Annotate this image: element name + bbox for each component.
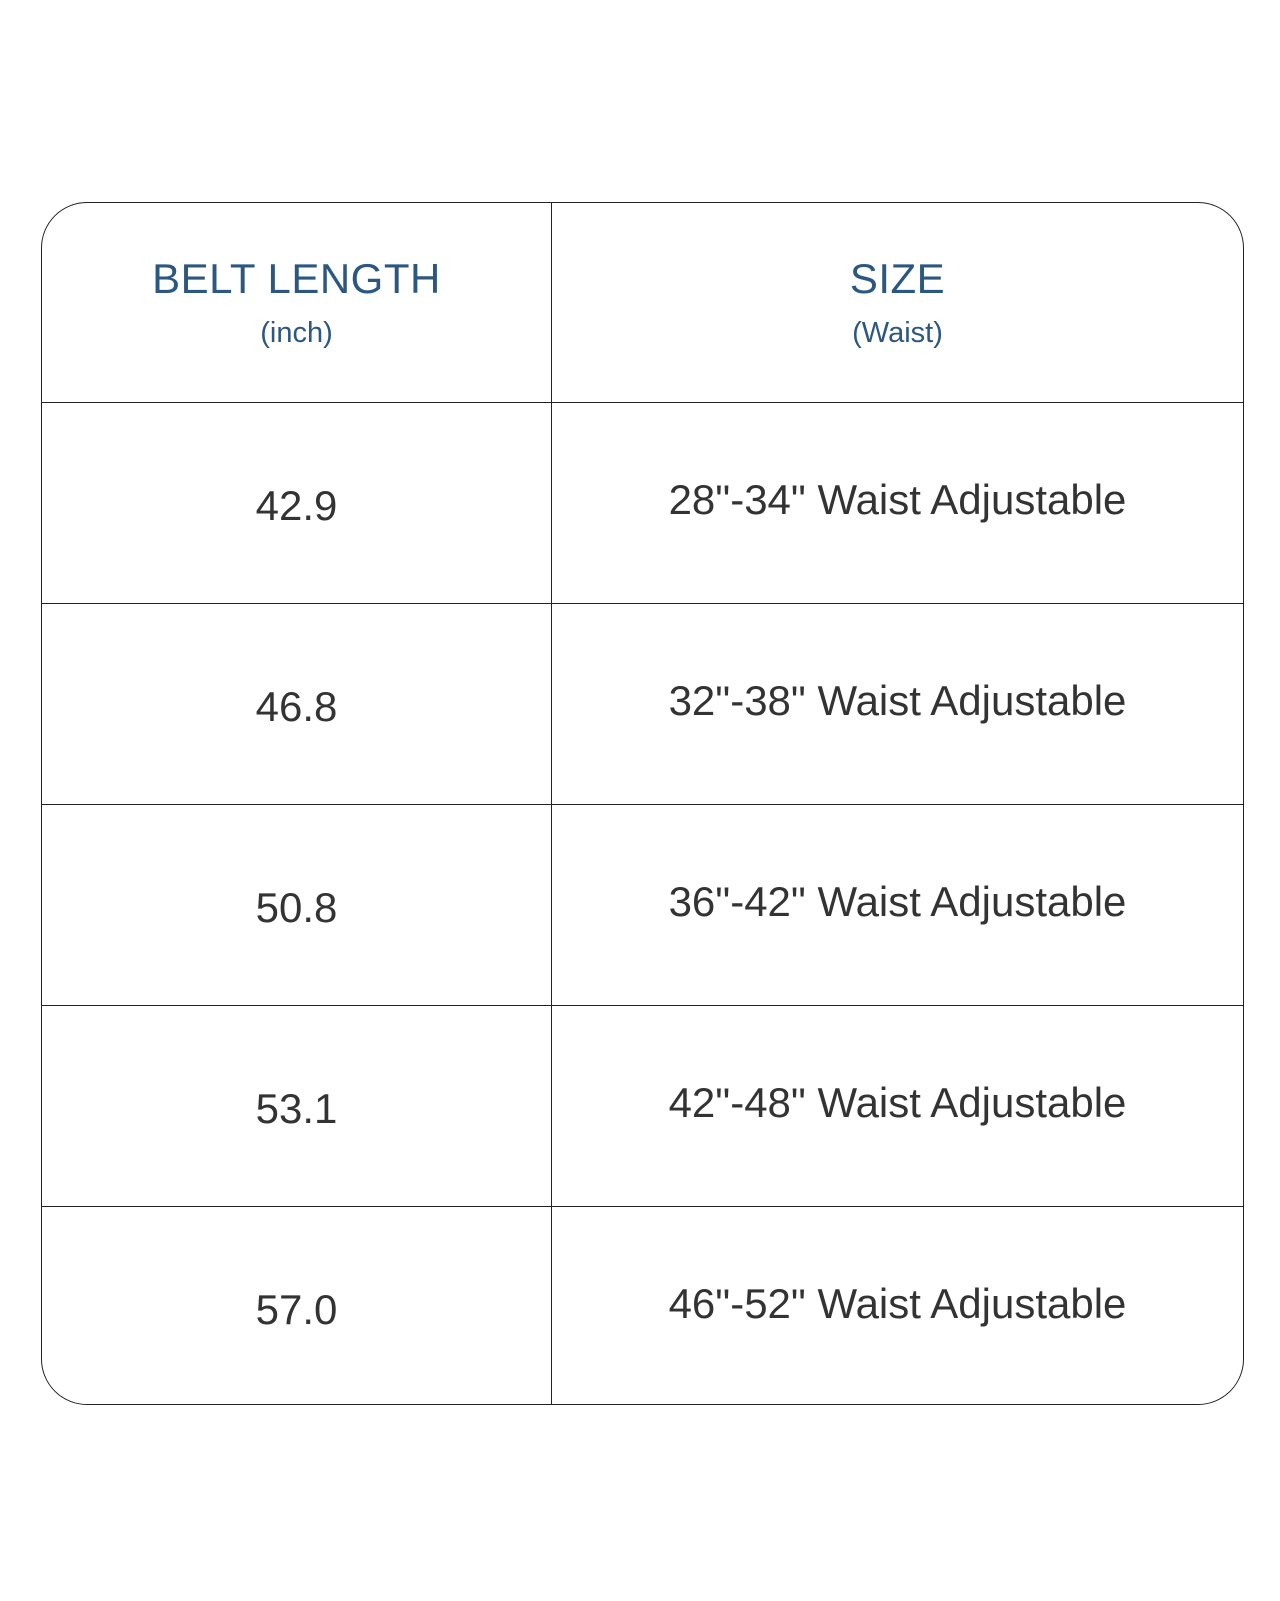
table-row: 50.8 36"-42" Waist Adjustable [42,804,1243,1005]
table-row: 42.9 28"-34" Waist Adjustable [42,402,1243,603]
size-cell: 42"-48" Waist Adjustable [668,1079,1127,1126]
table-row: 46.8 32"-38" Waist Adjustable [42,603,1243,804]
table-row: 53.1 42"-48" Waist Adjustable [42,1005,1243,1206]
size-cell: 36"-42" Waist Adjustable [668,878,1127,925]
header-title: SIZE [849,255,946,302]
belt-length-cell: 42.9 [255,482,338,529]
size-cell: 46"-52" Waist Adjustable [668,1280,1127,1327]
size-chart-table: BELT LENGTH (inch) SIZE (Waist) 42.9 28"… [41,202,1244,1405]
belt-length-cell: 50.8 [255,884,338,931]
belt-length-cell: 46.8 [255,683,338,730]
size-cell: 28"-34" Waist Adjustable [668,476,1127,523]
table-row: 57.0 46"-52" Waist Adjustable [42,1206,1243,1404]
belt-length-cell: 57.0 [255,1286,338,1333]
header-unit: (Waist) [852,317,943,349]
header-title: BELT LENGTH [152,255,441,302]
header-unit: (inch) [260,317,333,349]
table-header-row: BELT LENGTH (inch) SIZE (Waist) [42,203,1243,402]
header-belt-length: BELT LENGTH (inch) [42,203,552,402]
belt-length-cell: 53.1 [255,1085,338,1132]
header-size: SIZE (Waist) [552,203,1243,402]
size-cell: 32"-38" Waist Adjustable [668,677,1127,724]
